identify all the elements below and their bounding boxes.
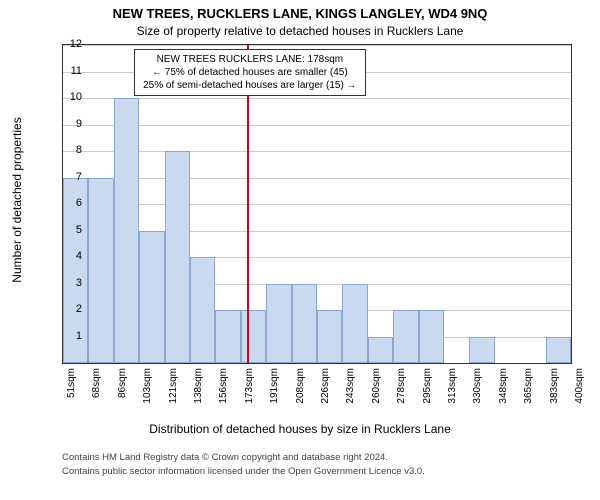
gridline: [63, 178, 571, 179]
gridline: [63, 125, 571, 126]
y-tick-label: 9: [62, 118, 82, 130]
x-tick-label: 156sqm: [218, 368, 229, 404]
y-tick-label: 12: [62, 38, 82, 50]
attribution-line-2: Contains public sector information licen…: [62, 466, 425, 477]
x-tick-label: 383sqm: [549, 368, 560, 404]
x-tick-label: 313sqm: [447, 368, 458, 404]
x-tick-label: 260sqm: [371, 368, 382, 404]
histogram-bar: [114, 98, 139, 363]
x-tick-label: 226sqm: [320, 368, 331, 404]
info-line: NEW TREES RUCKLERS LANE: 178sqm: [143, 53, 356, 66]
x-tick-label: 173sqm: [244, 368, 255, 404]
histogram-bar: [393, 310, 418, 363]
x-tick-label: 86sqm: [117, 368, 128, 398]
y-tick-label: 6: [62, 197, 82, 209]
gridline: [63, 204, 571, 205]
histogram-bar: [342, 284, 367, 364]
histogram-bar: [190, 257, 215, 363]
x-tick-label: 330sqm: [472, 368, 483, 404]
x-tick-label: 208sqm: [295, 368, 306, 404]
info-box: NEW TREES RUCKLERS LANE: 178sqm← 75% of …: [134, 49, 365, 96]
y-axis-label: Number of detached properties: [10, 117, 24, 282]
y-tick-label: 7: [62, 171, 82, 183]
info-line: ← 75% of detached houses are smaller (45…: [143, 66, 356, 79]
y-tick-label: 8: [62, 144, 82, 156]
x-axis-label: Distribution of detached houses by size …: [0, 422, 600, 436]
histogram-bar: [215, 310, 240, 363]
y-tick-label: 10: [62, 91, 82, 103]
histogram-bar: [419, 310, 444, 363]
gridline: [63, 98, 571, 99]
x-tick-label: 103sqm: [142, 368, 153, 404]
x-tick-label: 348sqm: [498, 368, 509, 404]
y-tick-label: 11: [62, 65, 82, 77]
x-tick-label: 295sqm: [422, 368, 433, 404]
histogram-bar: [317, 310, 342, 363]
info-line: 25% of semi-detached houses are larger (…: [143, 79, 356, 92]
histogram-bar: [88, 178, 113, 364]
chart-subtitle: Size of property relative to detached ho…: [0, 24, 600, 38]
histogram-bar: [165, 151, 190, 363]
x-tick-label: 51sqm: [66, 368, 77, 398]
histogram-bar: [139, 231, 164, 364]
chart-plot-area: NEW TREES RUCKLERS LANE: 178sqm← 75% of …: [62, 44, 572, 364]
x-tick-label: 191sqm: [269, 368, 280, 404]
y-tick-label: 4: [62, 250, 82, 262]
x-tick-label: 243sqm: [345, 368, 356, 404]
attribution-line-1: Contains HM Land Registry data © Crown c…: [62, 452, 388, 463]
gridline: [63, 45, 571, 46]
histogram-bar: [368, 337, 393, 364]
histogram-bar: [292, 284, 317, 364]
y-tick-label: 5: [62, 224, 82, 236]
x-tick-label: 68sqm: [91, 368, 102, 398]
histogram-bar: [266, 284, 291, 364]
y-tick-label: 3: [62, 277, 82, 289]
histogram-bar: [546, 337, 571, 364]
histogram-bar: [241, 310, 266, 363]
y-tick-label: 2: [62, 303, 82, 315]
x-tick-label: 121sqm: [168, 368, 179, 404]
x-tick-label: 400sqm: [574, 368, 585, 404]
x-tick-label: 138sqm: [193, 368, 204, 404]
x-tick-label: 278sqm: [396, 368, 407, 404]
histogram-bar: [469, 337, 494, 364]
y-tick-label: 1: [62, 330, 82, 342]
chart-title: NEW TREES, RUCKLERS LANE, KINGS LANGLEY,…: [0, 6, 600, 21]
gridline: [63, 151, 571, 152]
x-tick-label: 365sqm: [523, 368, 534, 404]
